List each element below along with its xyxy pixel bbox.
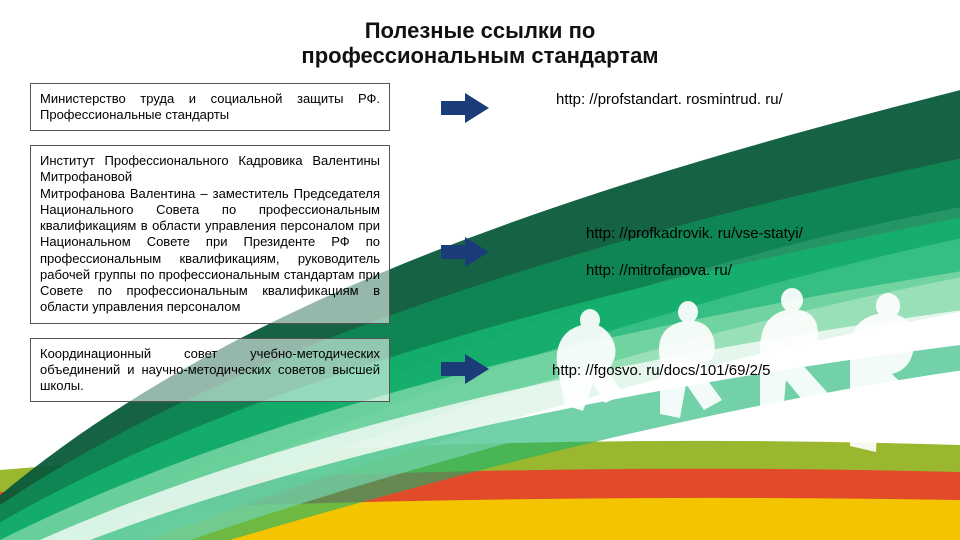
link-2-1[interactable]: http: //profkadrovik. ru/vse-statyi/ <box>546 225 930 242</box>
textbox-2: Институт Профессионального Кадровика Вал… <box>30 145 390 324</box>
arrow-1-cell <box>390 83 540 125</box>
textbox-3: Координационный совет учебно-методически… <box>30 338 390 403</box>
links-3: http: //fgosvo. ru/docs/101/69/2/5 <box>540 338 930 381</box>
links-1: http: //profstandart. rosmintrud. ru/ <box>540 83 930 110</box>
title-line1: Полезные ссылки по <box>365 18 596 43</box>
link-2-2[interactable]: http: //mitrofanova. ru/ <box>546 262 930 279</box>
arrow-icon <box>439 352 491 386</box>
content: Полезные ссылки по профессиональным стан… <box>0 0 960 540</box>
arrow-icon <box>439 91 491 125</box>
title-line2: профессиональным стандартам <box>301 43 658 68</box>
link-1-1[interactable]: http: //profstandart. rosmintrud. ru/ <box>546 91 930 108</box>
slide: Полезные ссылки по профессиональным стан… <box>0 0 960 540</box>
arrow-icon <box>439 235 491 269</box>
row-3: Координационный совет учебно-методически… <box>30 338 930 403</box>
row-2: Институт Профессионального Кадровика Вал… <box>30 145 930 324</box>
textbox-1: Министерство труда и социальной защиты Р… <box>30 83 390 132</box>
arrow-3-cell <box>390 338 540 386</box>
links-2: http: //profkadrovik. ru/vse-statyi/ htt… <box>540 145 930 281</box>
link-3-1[interactable]: http: //fgosvo. ru/docs/101/69/2/5 <box>546 362 930 379</box>
arrow-2-cell <box>390 145 540 269</box>
row-1: Министерство труда и социальной защиты Р… <box>30 83 930 132</box>
page-title: Полезные ссылки по профессиональным стан… <box>30 18 930 69</box>
